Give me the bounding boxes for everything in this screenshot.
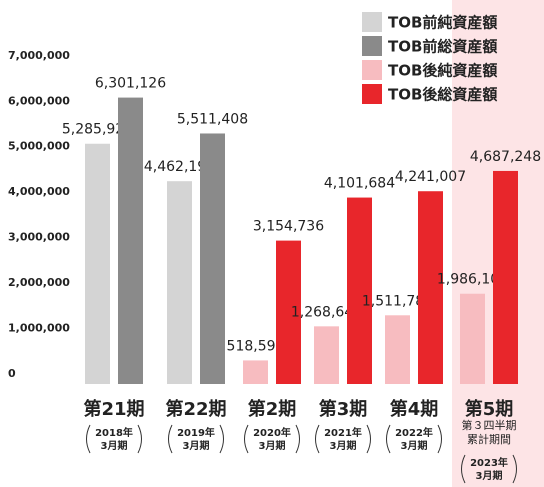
value-label: 4,462,195	[144, 159, 215, 175]
legend-swatch	[362, 36, 382, 56]
y-tick-label: 3,000,000	[8, 231, 70, 244]
value-label: 3,154,736	[253, 219, 324, 235]
legend-label: TOB前純資産額	[388, 14, 497, 32]
y-tick-label: 4,000,000	[8, 185, 70, 198]
value-label: 4,687,248	[470, 149, 541, 165]
legend-label: TOB後総資産額	[388, 86, 497, 104]
value-label: 5,285,929	[62, 122, 133, 138]
value-label: 1,511,780	[362, 293, 433, 309]
bracket	[244, 424, 249, 454]
y-tick-label: 5,000,000	[8, 140, 70, 153]
value-label: 6,301,126	[95, 76, 166, 92]
x-tick-label: 第22期	[165, 398, 226, 420]
legend-swatch	[362, 84, 382, 104]
y-tick-label: 2,000,000	[8, 276, 70, 289]
bar	[243, 360, 268, 384]
bracket	[512, 454, 517, 484]
value-label: 1,268,641	[291, 304, 362, 320]
bar	[314, 326, 339, 384]
period-label: 2022年	[395, 426, 433, 439]
legend-label: TOB後純資産額	[388, 62, 497, 80]
legend-swatch	[362, 60, 382, 80]
y-tick-label: 7,000,000	[8, 49, 70, 62]
value-label: 1,986,108	[437, 272, 508, 288]
y-tick-label: 1,000,000	[8, 322, 70, 335]
x-tick-label: 第2期	[248, 398, 297, 420]
bar	[276, 240, 301, 384]
period-label: 3月期	[259, 439, 286, 452]
period-label: 3月期	[476, 469, 503, 482]
bracket	[461, 454, 466, 484]
bracket	[437, 424, 442, 454]
bracket	[168, 424, 173, 454]
note: 第３四半期	[462, 418, 517, 432]
value-label: 4,101,684	[324, 176, 395, 192]
bar	[200, 133, 225, 384]
bar	[118, 97, 143, 385]
bracket	[86, 424, 91, 454]
period-label: 2020年	[253, 426, 291, 439]
bracket	[219, 424, 224, 454]
period-label: 3月期	[183, 439, 210, 452]
x-tick-label: 第5期	[465, 398, 514, 420]
value-label: 5,511,408	[177, 111, 248, 127]
bracket	[366, 424, 371, 454]
bar	[493, 170, 518, 384]
x-tick-label: 第4期	[390, 398, 439, 420]
bar	[418, 191, 443, 384]
y-tick-label: 6,000,000	[8, 94, 70, 107]
legend-label: TOB前総資産額	[388, 38, 497, 56]
x-tick-label: 第3期	[319, 398, 368, 420]
bracket	[386, 424, 391, 454]
period-label: 3月期	[330, 439, 357, 452]
bracket	[137, 424, 142, 454]
value-label: 518,595	[227, 338, 285, 354]
x-tick-label: 第21期	[83, 398, 144, 420]
period-label: 3月期	[101, 439, 128, 452]
note: 累計期間	[467, 432, 511, 446]
bracket	[295, 424, 300, 454]
legend-swatch	[362, 12, 382, 32]
y-tick-label: 0	[8, 367, 16, 380]
bar	[167, 181, 192, 384]
period-label: 2021年	[324, 426, 362, 439]
period-label: 2018年	[95, 426, 133, 439]
period-label: 3月期	[401, 439, 428, 452]
period-label: 2019年	[177, 426, 215, 439]
bar	[460, 293, 485, 384]
bar	[385, 315, 410, 384]
value-label: 4,241,007	[395, 169, 466, 185]
period-label: 2023年	[470, 456, 508, 469]
bar	[347, 197, 372, 384]
bar	[85, 143, 110, 384]
bracket	[315, 424, 320, 454]
